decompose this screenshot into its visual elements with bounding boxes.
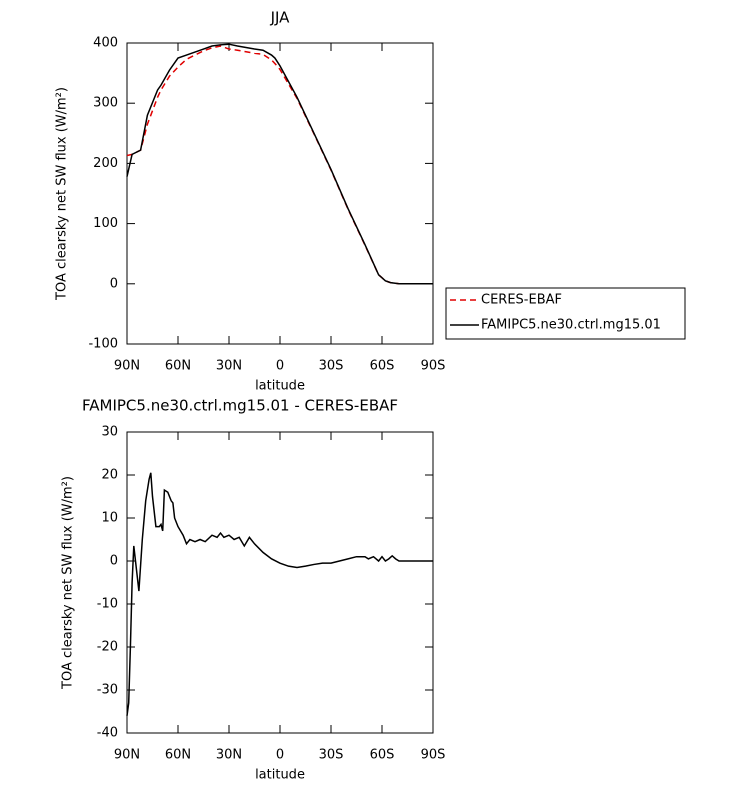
x-tick-label: 30N bbox=[216, 748, 242, 763]
x-tick-label: 90N bbox=[114, 359, 140, 374]
x-tick-label: 60N bbox=[165, 748, 191, 763]
legend-label: FAMIPC5.ne30.ctrl.mg15.01 bbox=[481, 318, 661, 333]
x-tick-label: 0 bbox=[276, 359, 284, 374]
data-line bbox=[126, 43, 433, 285]
x-tick-label: 30S bbox=[319, 748, 344, 763]
plot-frame bbox=[126, 42, 434, 345]
x-axis-label: latitude bbox=[255, 768, 305, 783]
y-tick-label: 100 bbox=[93, 216, 118, 231]
y-tick-label: 400 bbox=[93, 36, 118, 51]
y-tick-label: 30 bbox=[101, 425, 118, 440]
y-tick-label: 200 bbox=[93, 156, 118, 171]
x-tick-label: 0 bbox=[276, 748, 284, 763]
y-tick-label: 20 bbox=[101, 468, 118, 483]
x-tick-label: 90N bbox=[114, 748, 140, 763]
x-tick-label: 90S bbox=[421, 359, 446, 374]
y-axis-label: TOA clearsky net SW flux (W/m²) bbox=[55, 87, 70, 301]
x-tick-label: 30S bbox=[319, 359, 344, 374]
y-tick-label: 10 bbox=[101, 511, 118, 526]
data-line bbox=[126, 472, 433, 716]
x-tick-label: 60S bbox=[370, 748, 395, 763]
y-tick-label: -40 bbox=[97, 726, 118, 741]
chart-title: JJA bbox=[270, 9, 291, 27]
y-tick-label: -30 bbox=[97, 683, 118, 698]
legend-label: CERES-EBAF bbox=[481, 293, 562, 308]
data-line bbox=[126, 45, 433, 285]
x-axis-label: latitude bbox=[255, 379, 305, 394]
legend-box bbox=[445, 287, 686, 340]
y-axis-label: TOA clearsky net SW flux (W/m²) bbox=[61, 476, 76, 690]
plot-frame bbox=[126, 431, 434, 734]
y-tick-label: -10 bbox=[97, 597, 118, 612]
y-tick-label: 0 bbox=[110, 554, 118, 569]
y-tick-label: 300 bbox=[93, 96, 118, 111]
x-tick-label: 60S bbox=[370, 359, 395, 374]
chart-title: FAMIPC5.ne30.ctrl.mg15.01 - CERES-EBAF bbox=[82, 397, 398, 415]
x-tick-label: 30N bbox=[216, 359, 242, 374]
y-tick-label: 0 bbox=[110, 276, 118, 291]
y-tick-label: -20 bbox=[97, 640, 118, 655]
x-tick-label: 90S bbox=[421, 748, 446, 763]
x-tick-label: 60N bbox=[165, 359, 191, 374]
y-tick-label: -100 bbox=[88, 337, 118, 352]
